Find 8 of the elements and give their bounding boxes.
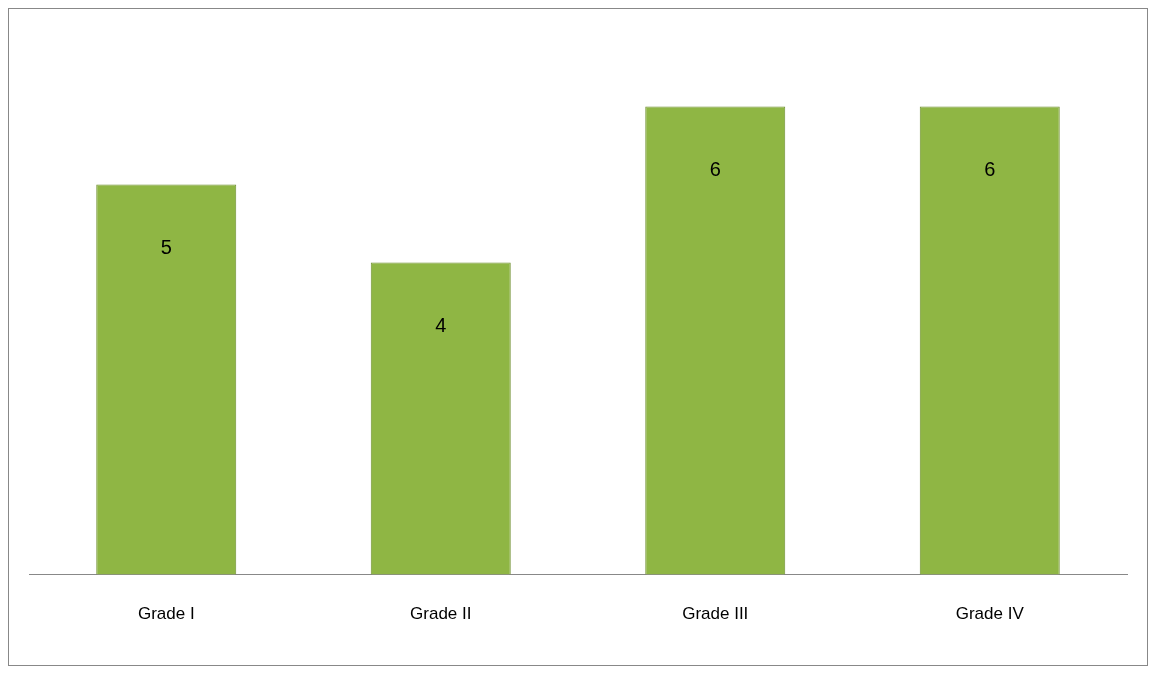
- x-tick-label: Grade IV: [955, 604, 1025, 624]
- x-tick-label: Grade III: [682, 604, 749, 624]
- data-label: 6: [984, 157, 996, 180]
- data-label: 4: [435, 314, 447, 337]
- x-tick-label: Grade II: [410, 604, 472, 624]
- data-label: 6: [709, 157, 721, 180]
- x-tick-label: Grade I: [137, 604, 195, 624]
- data-label: 5: [160, 235, 172, 258]
